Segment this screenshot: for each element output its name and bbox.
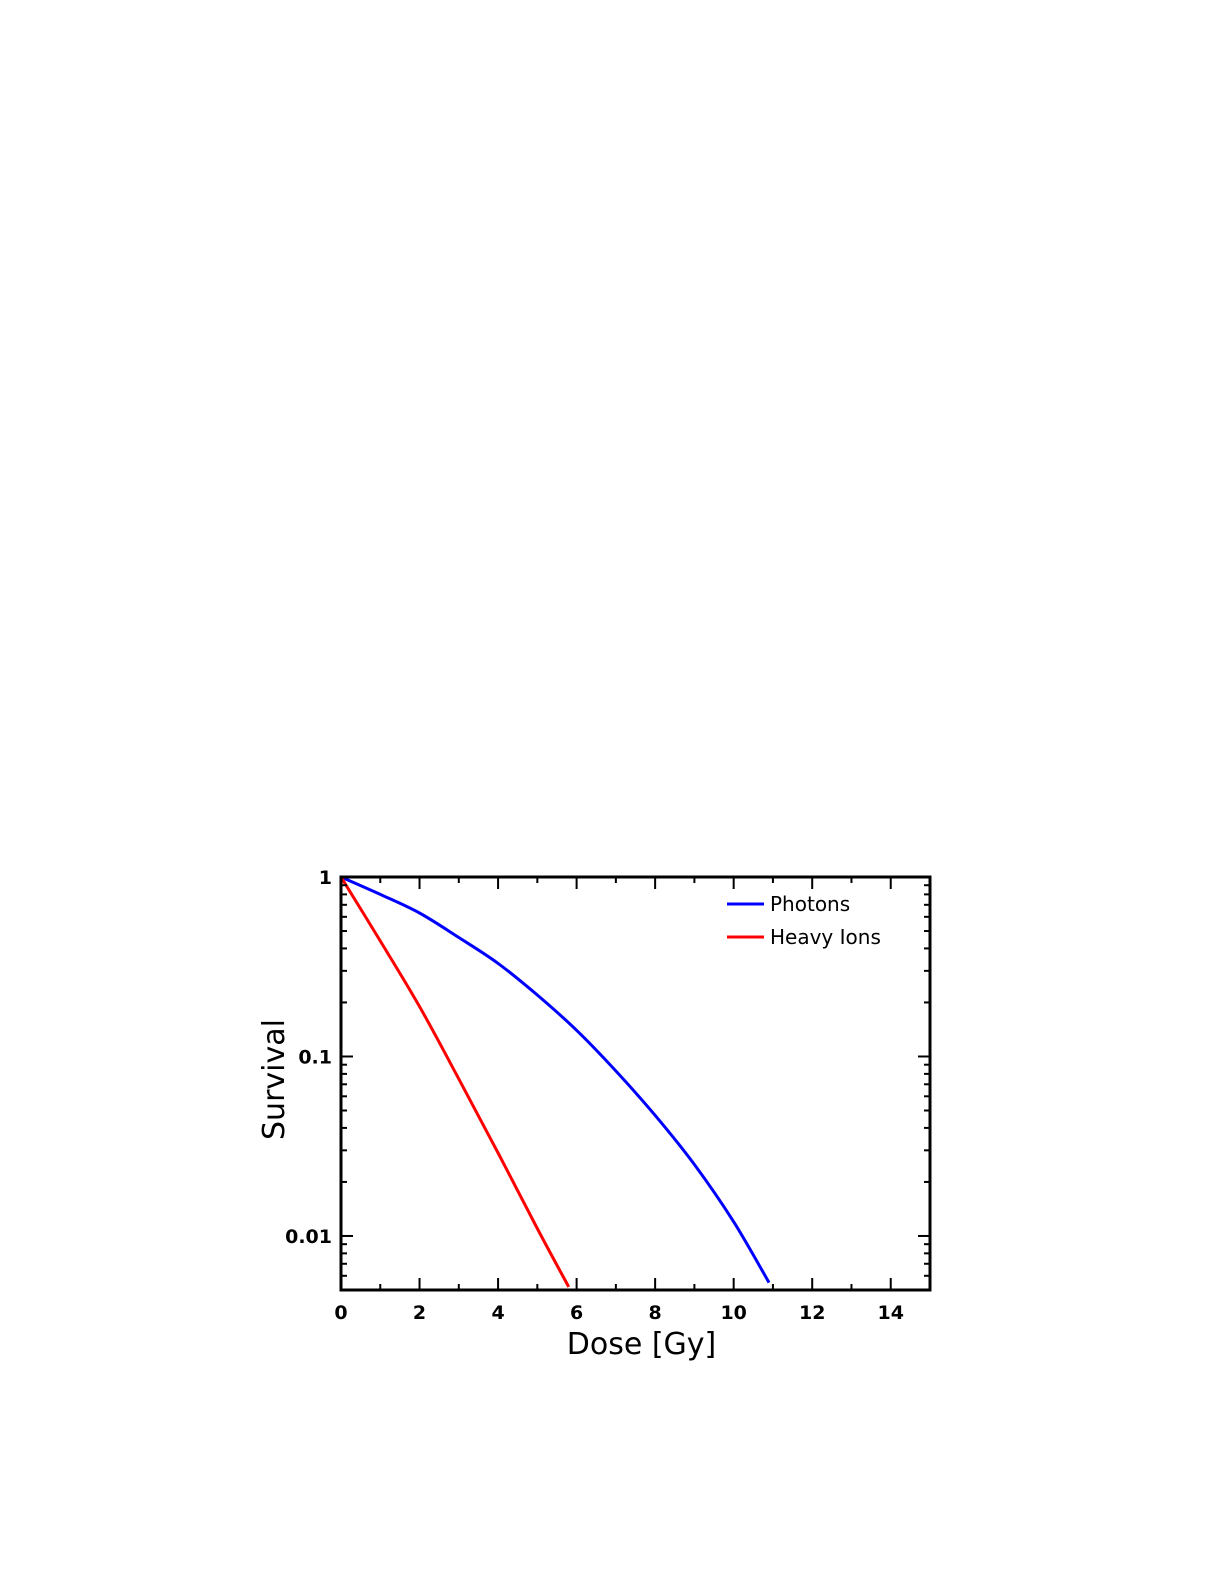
legend-label-heavy-ions: Heavy Ions xyxy=(770,925,881,949)
x-tick-label: 12 xyxy=(799,1302,825,1324)
x-tick-label: 0 xyxy=(334,1302,347,1324)
x-tick-label: 2 xyxy=(413,1302,426,1324)
x-tick-label: 8 xyxy=(649,1302,662,1324)
x-tick-label: 10 xyxy=(720,1302,746,1324)
labels-layer: 0 2 4 6 8 10 12 14 1 0.1 0.01 xyxy=(285,867,904,1324)
y-tick-label: 0.01 xyxy=(285,1226,332,1248)
x-tick-label: 6 xyxy=(570,1302,583,1324)
series-layer xyxy=(341,877,771,1288)
plot-frame xyxy=(339,875,932,1292)
y-axis-title: Survival xyxy=(257,1019,292,1140)
series-line-heavy-ions xyxy=(341,877,571,1288)
legend: Photons Heavy Ions xyxy=(727,892,881,949)
y-tick-label: 0.1 xyxy=(298,1046,332,1068)
y-tick-label: 1 xyxy=(319,867,332,889)
legend-label-photons: Photons xyxy=(770,892,850,916)
x-axis-title: Dose [Gy] xyxy=(567,1327,717,1362)
x-tick-label: 4 xyxy=(491,1302,504,1324)
x-tick-label: 14 xyxy=(878,1302,904,1324)
series-line-photons xyxy=(341,877,771,1284)
